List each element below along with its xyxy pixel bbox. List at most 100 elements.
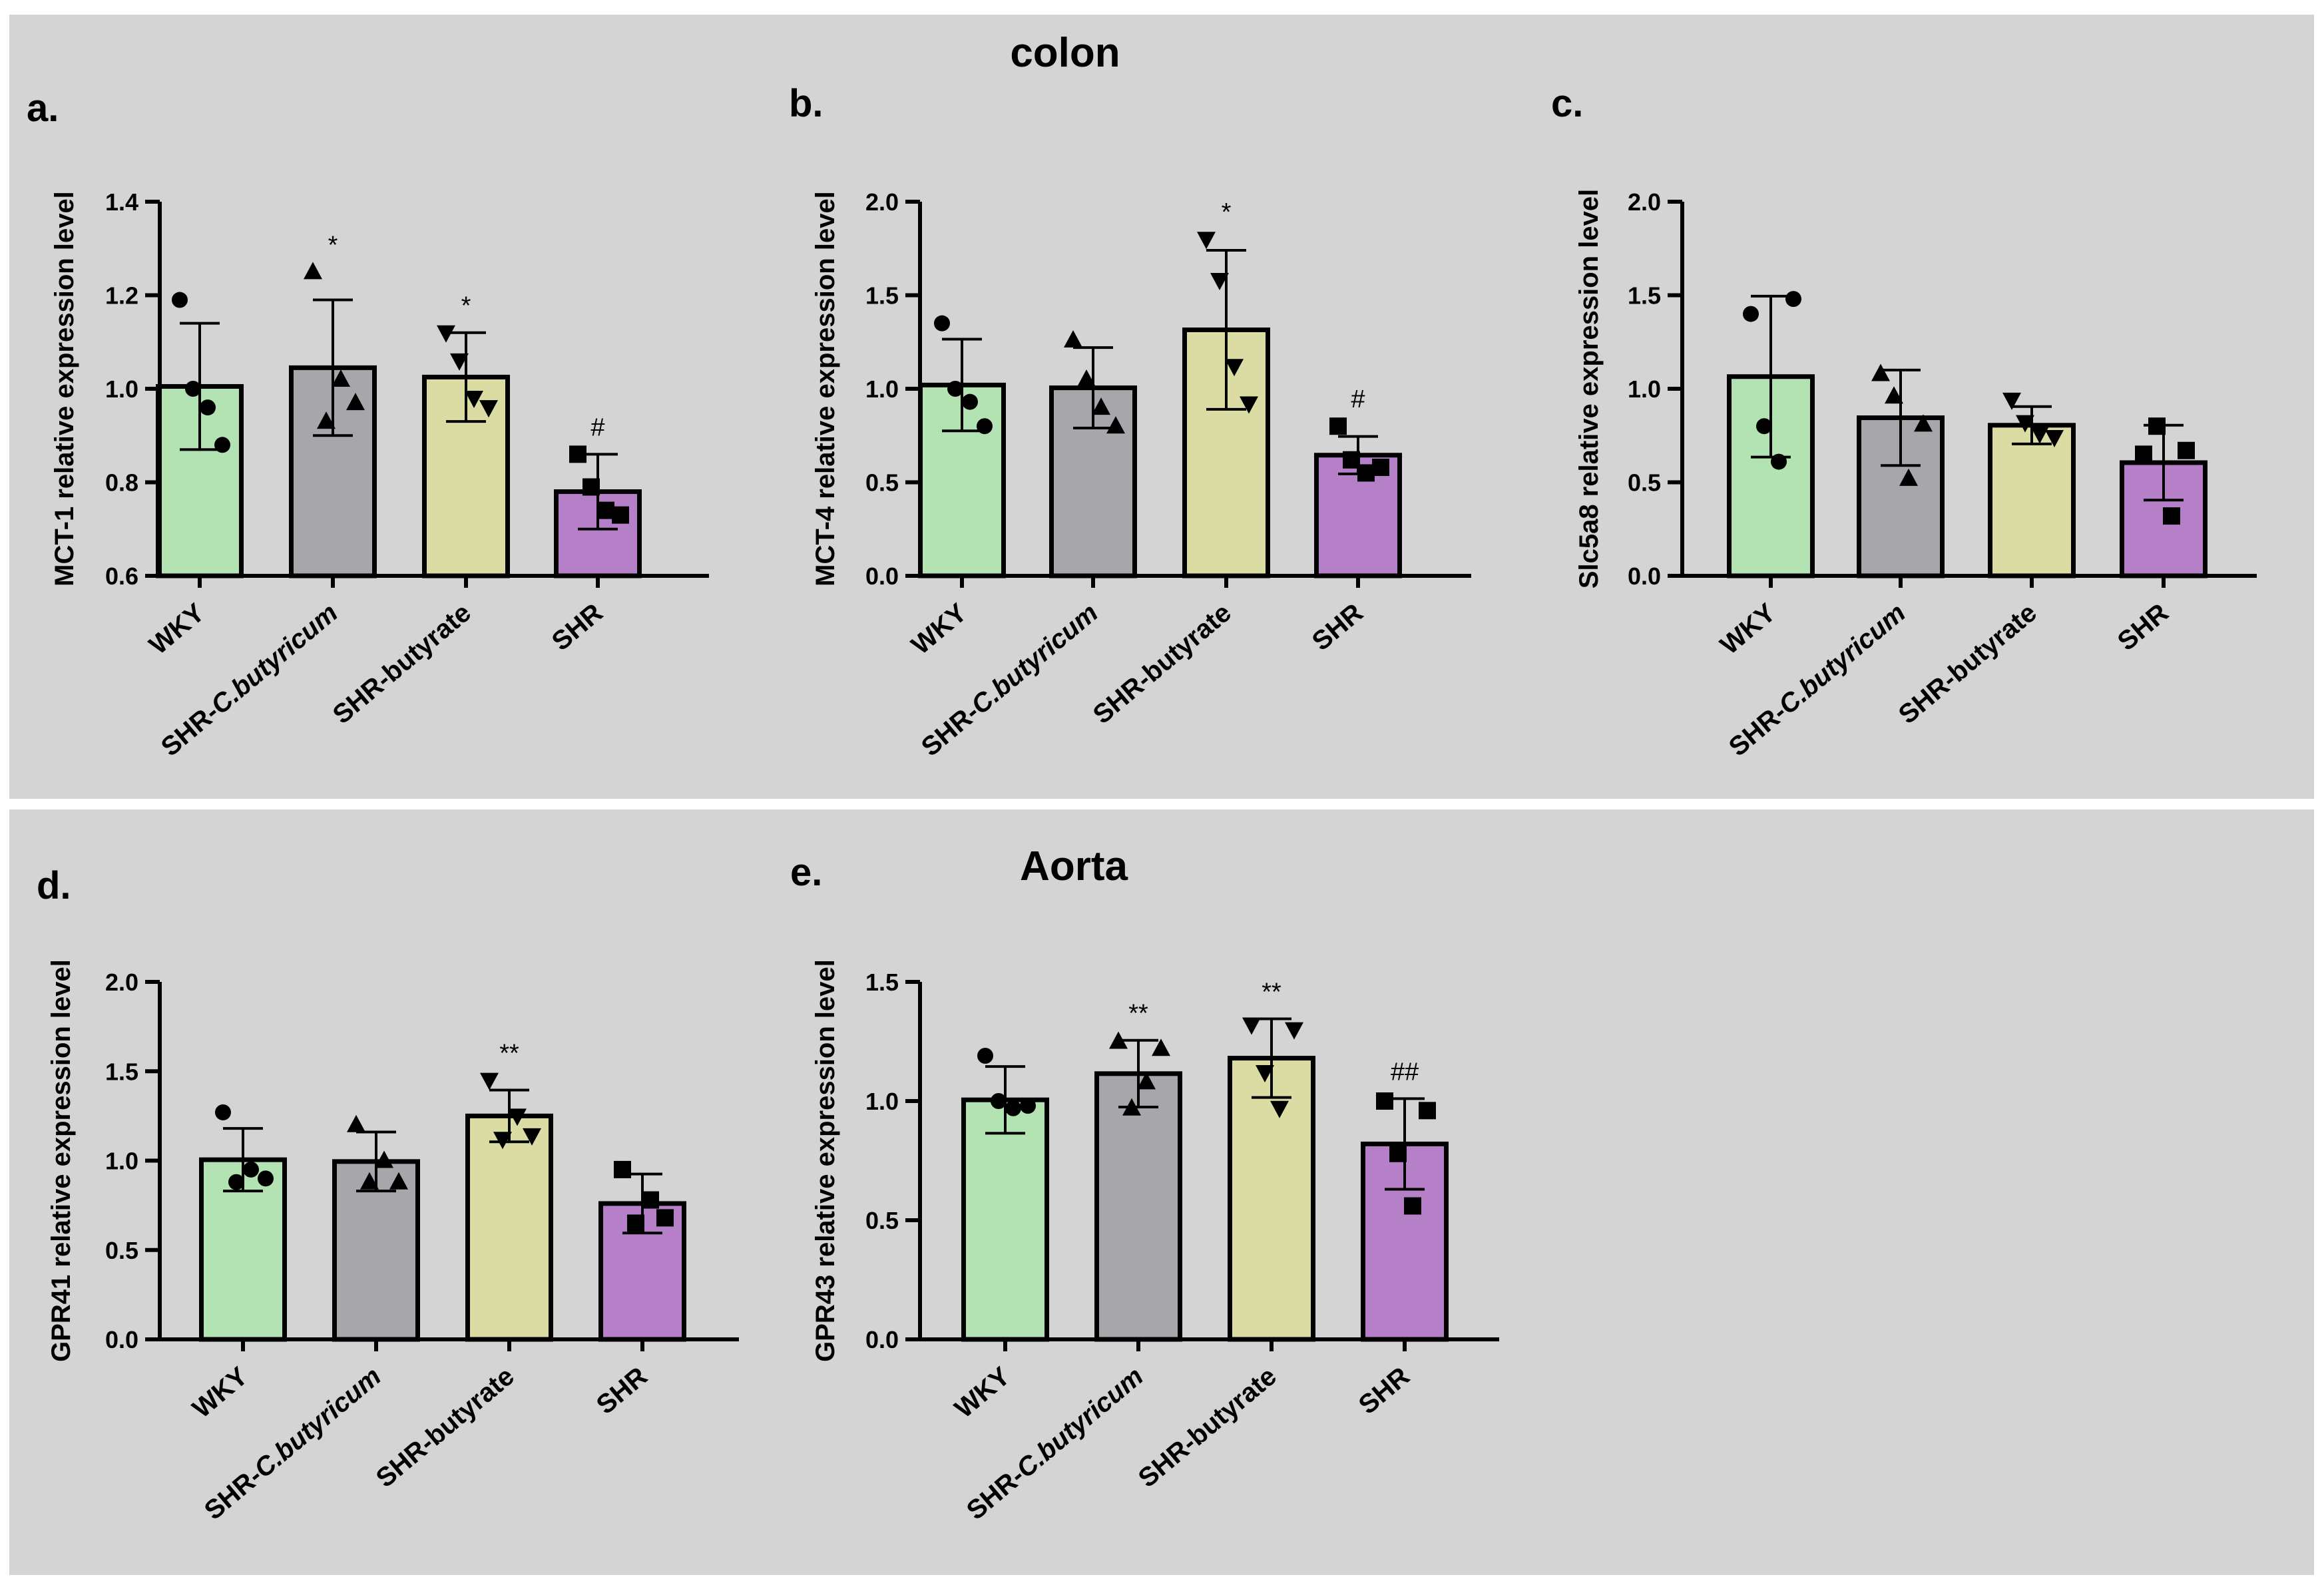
significance-shr-butyrate: * bbox=[461, 292, 471, 320]
data-point-wky-2 bbox=[1756, 418, 1772, 435]
data-point-wky-3 bbox=[1005, 1100, 1021, 1116]
data-point-wky-2 bbox=[228, 1174, 244, 1190]
y-tick-label-1.0: 1.0 bbox=[105, 1148, 138, 1175]
data-point-wky-3 bbox=[200, 399, 216, 416]
y-axis-label: GPR41 relative expression level bbox=[47, 959, 76, 1362]
data-point-shr-butyrate-2 bbox=[2016, 415, 2034, 433]
y-tick-label-0.5: 0.5 bbox=[105, 1237, 138, 1264]
data-point-shr-butyrate-3 bbox=[508, 1108, 527, 1126]
panel-letter: d. bbox=[37, 864, 71, 907]
data-point-shr-c-butyricum-1 bbox=[304, 262, 322, 280]
data-point-wky-4 bbox=[977, 418, 993, 435]
significance-shr-butyrate: * bbox=[1222, 198, 1232, 226]
panel-letter: a. bbox=[27, 87, 59, 130]
data-point-shr-3 bbox=[1357, 464, 1375, 482]
data-point-shr-c-butyricum-2 bbox=[1077, 369, 1096, 387]
data-point-shr-1 bbox=[614, 1160, 631, 1178]
data-point-shr-butyrate-3 bbox=[1225, 359, 1244, 377]
data-point-shr-c-butyricum-2 bbox=[1885, 386, 1903, 404]
data-point-shr-butyrate-4 bbox=[1240, 396, 1258, 414]
data-point-shr-butyrate-2 bbox=[1256, 1065, 1274, 1083]
significance-shr-c-butyricum: ** bbox=[1128, 1000, 1148, 1028]
data-point-shr-3 bbox=[1404, 1197, 1421, 1215]
data-point-shr-3 bbox=[597, 501, 614, 519]
data-point-shr-4 bbox=[1372, 459, 1389, 477]
data-point-shr-1 bbox=[569, 445, 586, 463]
significance-shr-butyrate: ** bbox=[1262, 978, 1281, 1006]
data-point-shr-c-butyricum-3 bbox=[375, 1150, 393, 1168]
data-point-shr-c-butyricum-3 bbox=[1137, 1072, 1156, 1090]
y-tick-label-2.0: 2.0 bbox=[865, 188, 899, 216]
bar-shr-butyrate bbox=[1228, 1056, 1315, 1342]
significance-shr-butyrate: ** bbox=[499, 1040, 519, 1068]
data-point-wky-4 bbox=[1020, 1098, 1036, 1114]
data-point-shr-c-butyricum-3 bbox=[332, 369, 350, 387]
y-tick-label-0.0: 0.0 bbox=[105, 1326, 138, 1353]
data-point-shr-4 bbox=[656, 1209, 674, 1227]
data-point-wky-1 bbox=[977, 1047, 993, 1064]
data-point-shr-c-butyricum-1 bbox=[1109, 1031, 1128, 1049]
data-point-shr-c-butyricum-3 bbox=[1092, 397, 1110, 415]
data-point-wky-3 bbox=[1771, 453, 1787, 470]
data-point-wky-4 bbox=[214, 437, 230, 453]
y-tick-label-2.0: 2.0 bbox=[105, 969, 138, 996]
data-point-wky-2 bbox=[991, 1093, 1007, 1109]
y-tick-label-0.0: 0.0 bbox=[865, 563, 899, 590]
y-tick-label-1.0: 1.0 bbox=[105, 375, 138, 403]
data-point-wky-4 bbox=[1785, 291, 1801, 308]
y-tick-label-0.6: 0.6 bbox=[105, 563, 138, 590]
y-tick-label-1.2: 1.2 bbox=[105, 282, 138, 310]
panel-letter: c. bbox=[1551, 82, 1583, 125]
y-tick-label-1.4: 1.4 bbox=[105, 188, 138, 216]
data-point-shr-c-butyricum-4 bbox=[1106, 416, 1125, 434]
data-point-shr-c-butyricum-1 bbox=[347, 1114, 365, 1132]
y-tick-label-0.5: 0.5 bbox=[865, 469, 899, 497]
data-point-shr-3 bbox=[642, 1191, 659, 1209]
y-tick-label-0.8: 0.8 bbox=[105, 469, 138, 497]
section-title-aorta: Aorta bbox=[1020, 843, 1128, 889]
data-point-shr-butyrate-4 bbox=[523, 1128, 541, 1146]
data-point-shr-c-butyricum-3 bbox=[1899, 468, 1918, 486]
y-tick-label-0.5: 0.5 bbox=[1628, 469, 1661, 497]
data-point-shr-3 bbox=[2163, 507, 2180, 525]
significance-shr: # bbox=[1351, 385, 1365, 413]
significance-shr: ## bbox=[1391, 1058, 1419, 1086]
y-tick-label-1.5: 1.5 bbox=[105, 1058, 138, 1085]
data-point-shr-butyrate-2 bbox=[450, 353, 469, 371]
data-point-shr-c-butyricum-4 bbox=[346, 393, 365, 411]
data-point-shr-1 bbox=[1376, 1092, 1393, 1110]
data-point-wky-1 bbox=[172, 292, 188, 308]
data-point-shr-4 bbox=[2178, 441, 2195, 459]
data-point-shr-c-butyricum-2 bbox=[317, 411, 336, 429]
y-axis-label: MCT-4 relative expression level bbox=[811, 191, 840, 586]
data-point-shr-4 bbox=[1419, 1102, 1436, 1120]
data-point-shr-c-butyricum-4 bbox=[1914, 414, 1933, 432]
y-tick-label-1.5: 1.5 bbox=[865, 282, 899, 310]
data-point-shr-c-butyricum-2 bbox=[1122, 1098, 1141, 1116]
y-tick-label-2.0: 2.0 bbox=[1628, 188, 1661, 216]
data-point-wky-3 bbox=[243, 1161, 259, 1178]
y-tick-label-1.0: 1.0 bbox=[865, 375, 899, 403]
y-tick-label-1.0: 1.0 bbox=[1628, 375, 1661, 403]
panel-letter: e. bbox=[790, 851, 822, 894]
data-point-shr-2 bbox=[1343, 451, 1360, 469]
significance-shr-c-butyricum: * bbox=[328, 231, 338, 259]
panel-a-mct1-chart: a.MCT-1 relative expression levelWKY*SHR… bbox=[27, 87, 709, 762]
data-point-wky-2 bbox=[185, 381, 201, 397]
bar-wky bbox=[961, 1097, 1049, 1342]
data-point-shr-butyrate-4 bbox=[1285, 1022, 1303, 1040]
data-point-wky-1 bbox=[934, 315, 950, 332]
bar-shr-butyrate bbox=[1988, 423, 2076, 578]
data-point-shr-c-butyricum-1 bbox=[1871, 363, 1890, 381]
data-point-shr-1 bbox=[1329, 417, 1347, 435]
data-point-shr-c-butyricum-4 bbox=[1152, 1038, 1170, 1056]
data-point-shr-butyrate-1 bbox=[1197, 232, 1216, 250]
y-tick-label-0.0: 0.0 bbox=[1628, 563, 1661, 590]
data-point-shr-butyrate-1 bbox=[1242, 1017, 1261, 1035]
data-point-shr-2 bbox=[2148, 417, 2166, 435]
y-tick-label-0.5: 0.5 bbox=[865, 1207, 899, 1234]
data-point-shr-2 bbox=[1389, 1144, 1407, 1162]
data-point-shr-butyrate-2 bbox=[493, 1132, 512, 1150]
data-point-shr-4 bbox=[612, 506, 629, 524]
